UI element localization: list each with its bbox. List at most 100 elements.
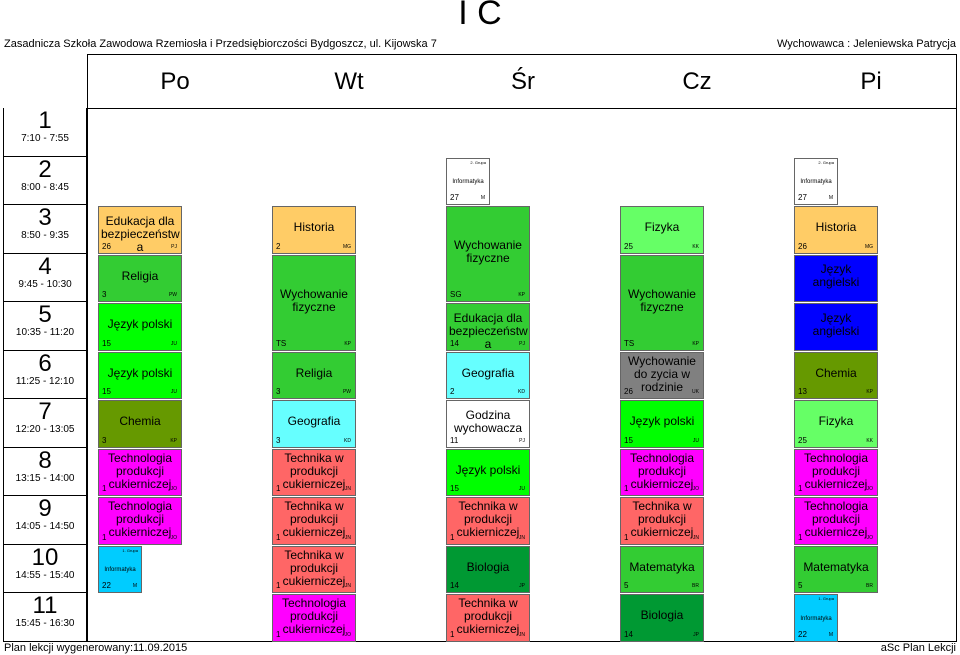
lesson-teacher: JU bbox=[518, 486, 525, 492]
lesson-subject: Matematyka bbox=[803, 559, 869, 574]
lesson-cell[interactable]: Język angielski bbox=[794, 303, 878, 351]
lesson-cell[interactable]: Język angielski bbox=[794, 254, 878, 302]
lesson-cell[interactable]: Język polski 15 JU bbox=[98, 303, 182, 351]
period-time: 14:55 - 15:40 bbox=[15, 569, 75, 581]
lesson-room: 26 bbox=[624, 387, 633, 396]
lesson-cell[interactable]: Informatyka 2. Grupa 27 M bbox=[446, 157, 490, 205]
lesson-teacher: KP bbox=[344, 340, 351, 347]
lesson-teacher: PJ bbox=[519, 340, 525, 347]
timetable-grid: Edukacja dla bezpieczeństw a 26 PJ Religia 3… bbox=[87, 108, 957, 642]
lesson-room: 14 bbox=[624, 629, 633, 639]
lesson-teacher: M bbox=[480, 195, 485, 201]
lesson-cell[interactable]: Matematyka 5 BR bbox=[794, 545, 878, 593]
lesson-cell[interactable]: Informatyka 2. Grupa 27 M bbox=[794, 157, 838, 205]
lesson-cell[interactable]: Historia 26 MG bbox=[794, 206, 878, 254]
lesson-cell[interactable]: Fizyka 25 KK bbox=[620, 206, 704, 254]
lesson-subject: Chemia bbox=[119, 414, 161, 429]
lesson-room: 1 bbox=[624, 484, 629, 493]
lesson-room: TS bbox=[624, 338, 635, 348]
lesson-subject: Informatyka bbox=[452, 179, 484, 186]
period-row: 7 12:20 - 13:05 bbox=[4, 399, 86, 448]
lesson-subject: Edukacja dla bezpieczeństw a bbox=[101, 213, 180, 254]
lesson-subject: Godzina wychowacza bbox=[453, 407, 523, 435]
lesson-group: 1. Grupa bbox=[122, 547, 138, 553]
lesson-cell[interactable]: Technika w produkcji cukierniczej 1 JN bbox=[446, 497, 530, 545]
lesson-cell[interactable]: Edukacja dla bezpieczeństw a 14 PJ bbox=[446, 303, 530, 351]
period-time: 13:15 - 14:00 bbox=[15, 472, 75, 484]
lesson-cell[interactable]: Język polski 15 JU bbox=[98, 351, 182, 399]
lesson-room: 22 bbox=[102, 581, 111, 590]
lesson-cell[interactable]: Religia 3 PW bbox=[98, 254, 182, 302]
lesson-subject: Język angielski bbox=[812, 262, 860, 290]
lesson-subject: Historia bbox=[815, 220, 857, 235]
lesson-cell[interactable]: Chemia 3 KP bbox=[98, 400, 182, 448]
lesson-cell[interactable]: Religia 3 PW bbox=[272, 351, 356, 399]
lesson-teacher: KK bbox=[866, 437, 873, 444]
lesson-cell[interactable]: Technika w produkcji cukierniczej 1 JN bbox=[620, 497, 704, 545]
lesson-subject: Język angielski bbox=[812, 310, 860, 338]
lesson-cell[interactable]: Język polski 15 JU bbox=[620, 400, 704, 448]
day-header: Pi bbox=[860, 68, 882, 95]
lesson-cell[interactable]: Wychowanie fizyczne TS KP bbox=[620, 254, 704, 351]
lesson-cell[interactable]: Informatyka 1. Grupa 22 M bbox=[794, 594, 838, 642]
app-brand: aSc Plan Lekcji bbox=[880, 642, 956, 654]
period-time: 9:45 - 10:30 bbox=[18, 278, 72, 290]
period-number: 10 bbox=[31, 543, 59, 571]
lesson-cell[interactable]: Technika w produkcji cukierniczej 1 JN bbox=[272, 497, 356, 545]
lesson-subject: Chemia bbox=[815, 365, 857, 380]
lesson-cell[interactable]: Technologia produkcji cukierniczej 1 JO bbox=[794, 448, 878, 496]
lesson-teacher: JO bbox=[692, 486, 699, 492]
lesson-cell[interactable]: Geografia 2 KD bbox=[446, 351, 530, 399]
lesson-room: 15 bbox=[102, 387, 111, 396]
lesson-teacher: UK bbox=[692, 389, 699, 395]
lesson-teacher: JO bbox=[170, 486, 177, 492]
lesson-cell[interactable]: Informatyka 1. Grupa 22 M bbox=[98, 545, 142, 593]
lesson-room: 26 bbox=[102, 241, 111, 251]
lesson-cell[interactable]: Technologia produkcji cukierniczej 1 JO bbox=[794, 497, 878, 545]
lesson-room: 1 bbox=[798, 532, 803, 542]
lesson-cell[interactable]: Biologia 14 JP bbox=[446, 545, 530, 593]
period-number: 9 bbox=[38, 495, 52, 522]
lesson-cell[interactable]: Chemia 13 KP bbox=[794, 351, 878, 399]
lesson-cell[interactable]: Technologia produkcji cukierniczej 1 JO bbox=[98, 497, 182, 545]
lesson-cell[interactable]: Język polski 15 JU bbox=[446, 448, 530, 496]
lesson-room: 1 bbox=[450, 532, 455, 542]
lesson-cell[interactable]: Wychowanie fizyczne SG KP bbox=[446, 206, 530, 302]
period-row: 5 10:35 - 11:20 bbox=[4, 302, 86, 351]
day-header: Śr bbox=[511, 68, 535, 95]
period-time: 10:35 - 11:20 bbox=[15, 327, 75, 338]
lesson-cell[interactable]: Technologia produkcji cukierniczej 1 JO bbox=[620, 448, 704, 496]
lesson-subject: Religia bbox=[295, 365, 333, 380]
school-name: Zasadnicza Szkoła Zawodowa Rzemiosła i P… bbox=[4, 38, 437, 50]
lesson-cell[interactable]: Godzina wychowacza 11 PJ bbox=[446, 400, 530, 448]
lesson-room: 5 bbox=[798, 581, 803, 590]
lesson-cell[interactable]: Fizyka 25 KK bbox=[794, 400, 878, 448]
lesson-cell[interactable]: Technologia produkcji cukierniczej 1 JO bbox=[98, 448, 182, 496]
lesson-subject: Technika w produkcji cukierniczej bbox=[282, 499, 346, 539]
lesson-room: 15 bbox=[102, 338, 111, 348]
lesson-cell[interactable]: Technika w produkcji cukierniczej 1 JN bbox=[272, 448, 356, 496]
lesson-teacher: JP bbox=[693, 631, 699, 638]
lesson-cell[interactable]: Geografia 3 KD bbox=[272, 400, 356, 448]
period-time: 7:10 - 7:55 bbox=[21, 133, 69, 144]
lesson-room: SG bbox=[450, 290, 462, 299]
lesson-teacher: KD bbox=[344, 437, 351, 444]
lesson-room: 5 bbox=[624, 581, 629, 590]
lesson-teacher: M bbox=[132, 583, 137, 589]
lesson-teacher: PJ bbox=[171, 243, 177, 250]
lesson-teacher: JN bbox=[344, 486, 351, 492]
period-time: 14:05 - 14:50 bbox=[15, 521, 75, 532]
period-number: 5 bbox=[38, 301, 52, 328]
lesson-cell[interactable]: Technika w produkcji cukierniczej 1 JN bbox=[446, 594, 530, 642]
lesson-subject: Technologia produkcji cukierniczej bbox=[803, 450, 869, 491]
lesson-cell[interactable]: Historia 2 MG bbox=[272, 206, 356, 254]
lesson-cell[interactable]: Matematyka 5 BR bbox=[620, 545, 704, 593]
lesson-cell[interactable]: Technologia produkcji cukierniczej 1 JO bbox=[272, 594, 356, 642]
lesson-cell[interactable]: Wychowanie do zycia w rodzinie 26 UK bbox=[620, 351, 704, 399]
lesson-cell[interactable]: Technika w produkcji cukierniczej 1 JN bbox=[272, 545, 356, 593]
lesson-subject: Geografia bbox=[461, 365, 515, 380]
lesson-cell[interactable]: Wychowanie fizyczne TS KP bbox=[272, 254, 356, 351]
lesson-cell[interactable]: Edukacja dla bezpieczeństw a 26 PJ bbox=[98, 206, 182, 254]
lesson-cell[interactable]: Biologia 14 JP bbox=[620, 594, 704, 642]
period-time: 8:00 - 8:45 bbox=[21, 181, 69, 193]
